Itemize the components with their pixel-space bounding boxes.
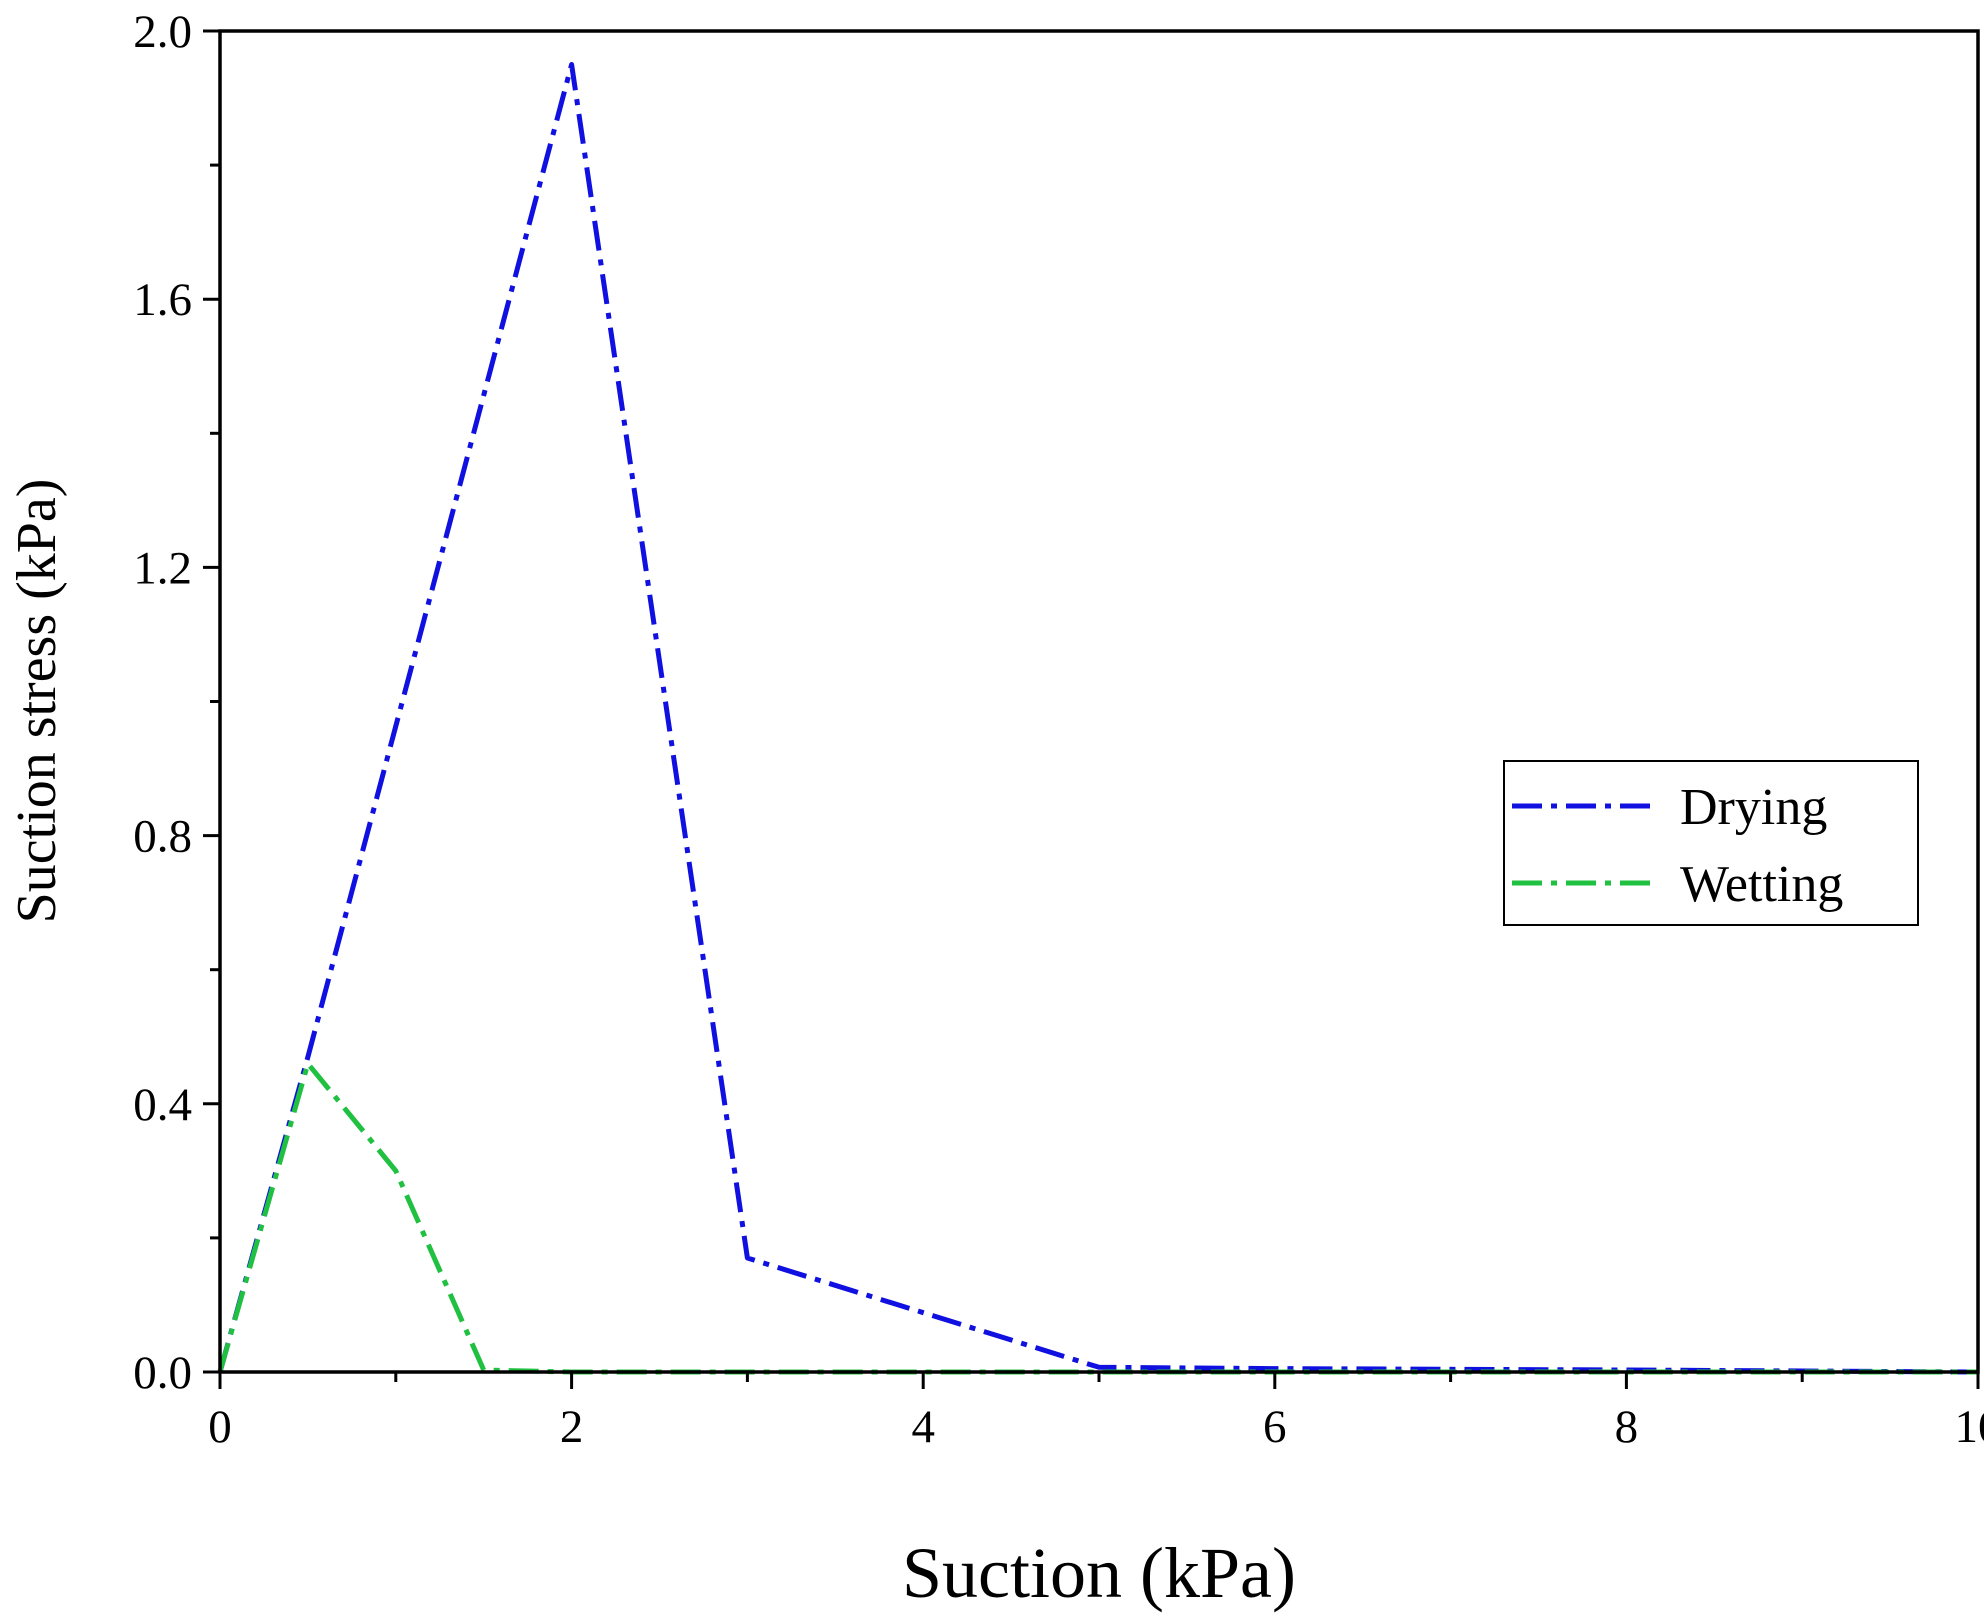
x-tick-label: 4 <box>911 1401 935 1453</box>
x-tick-label: 6 <box>1263 1401 1287 1453</box>
legend-box <box>1503 760 1919 926</box>
series-line-drying <box>217 62 1979 1375</box>
legend-label-wetting: Wetting <box>1680 856 1843 913</box>
legend-label-drying: Drying <box>1680 779 1827 836</box>
y-tick-label: 0.0 <box>133 1347 192 1399</box>
legend: Drying Wetting <box>1503 760 1919 926</box>
y-axis-title: Suction stress (kPa) <box>6 479 68 924</box>
x-tick-label: 10 <box>1955 1401 1984 1453</box>
x-tick-label: 8 <box>1615 1401 1639 1453</box>
x-tick-label: 2 <box>560 1401 584 1453</box>
y-tick-label: 1.2 <box>133 542 192 594</box>
y-tick-label: 0.8 <box>133 811 192 863</box>
y-tick-label: 0.4 <box>133 1079 192 1131</box>
y-tick-label: 1.6 <box>133 274 192 326</box>
axes-layer: 0 2 4 6 8 10 0.0 0.4 0.8 1.2 1.6 2.0 <box>133 6 1984 1453</box>
y-tick-label: 2.0 <box>133 6 192 58</box>
x-axis-title: Suction (kPa) <box>902 1533 1296 1613</box>
plot-frame <box>218 29 1980 1374</box>
x-tick-label: 0 <box>208 1401 232 1453</box>
